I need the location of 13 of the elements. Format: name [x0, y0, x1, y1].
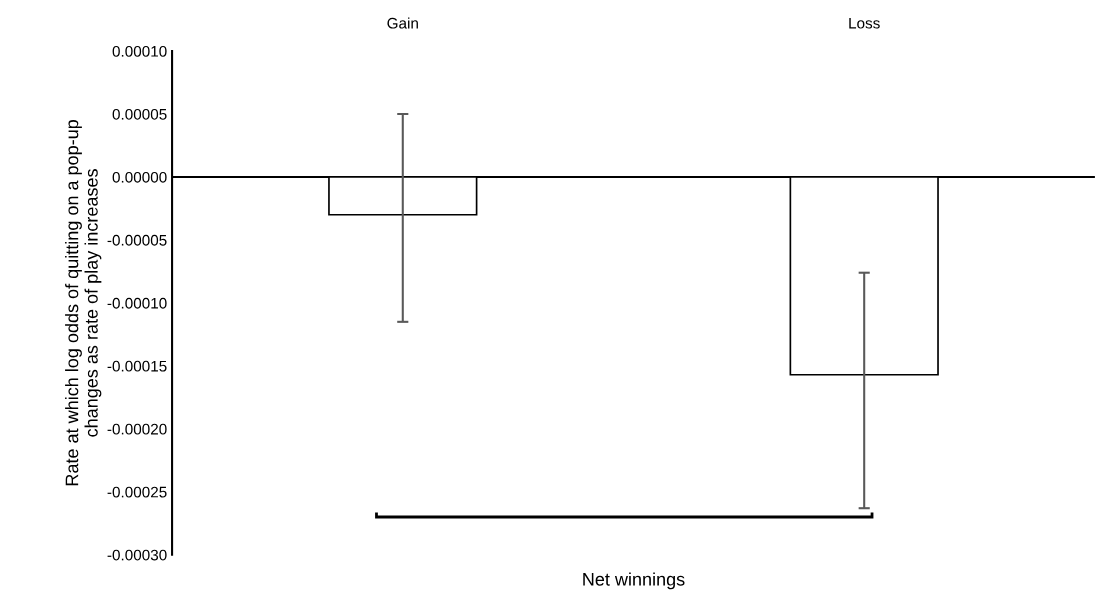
y-tick-label: -0.00015: [107, 360, 167, 372]
y-tick-label: 0.00010: [112, 45, 167, 57]
y-tick-label: -0.00010: [107, 297, 167, 309]
y-tick-label: -0.00020: [107, 423, 167, 435]
y-tick-label: -0.00030: [107, 549, 167, 561]
x-tick-label: Loss: [849, 17, 880, 29]
y-tick-label: 0.00005: [112, 108, 167, 120]
x-axis-title: Net winnings: [583, 572, 685, 590]
y-tick-label: -0.00025: [107, 486, 167, 498]
y-tick-label: 0.00000: [112, 171, 167, 183]
x-tick-label: Gain: [387, 17, 418, 29]
y-axis-title: Rate at which log odds of quitting on a pop-up changes as rate of play increases: [65, 119, 102, 486]
y-tick-label: -0.00005: [107, 234, 167, 246]
